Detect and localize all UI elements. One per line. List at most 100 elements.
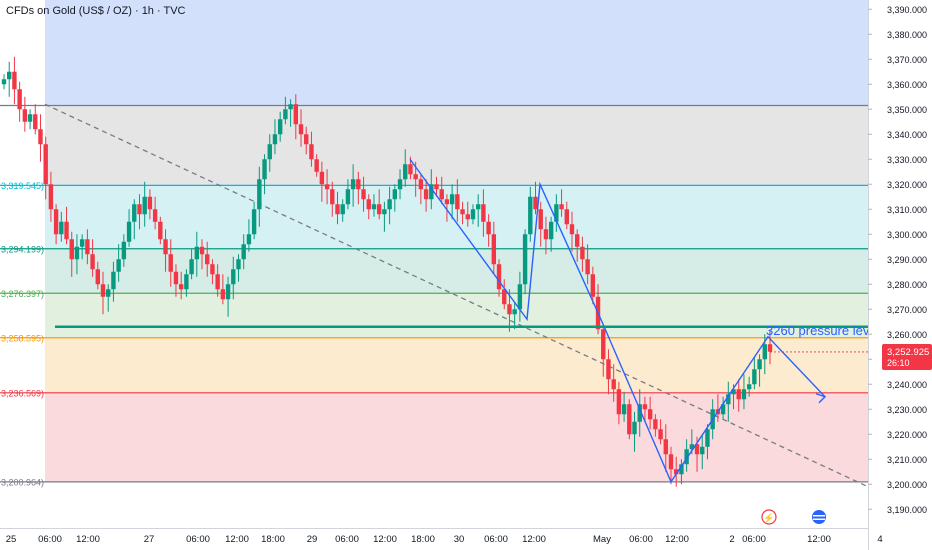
candle-body[interactable] bbox=[548, 221, 554, 240]
candle-body[interactable] bbox=[439, 189, 444, 200]
candle-body[interactable] bbox=[674, 469, 679, 475]
candle-body[interactable] bbox=[731, 389, 736, 395]
price-axis[interactable]: 3,390.000 3,380.000 3,370.000 3,360.000 3,35… bbox=[770, 0, 932, 550]
candle-body[interactable] bbox=[272, 134, 278, 145]
candle-body[interactable] bbox=[298, 124, 304, 135]
candle-body[interactable] bbox=[507, 304, 512, 315]
candle-body[interactable] bbox=[455, 194, 460, 210]
candle-body[interactable] bbox=[491, 234, 497, 265]
candle-body[interactable] bbox=[700, 446, 705, 455]
candle-body[interactable] bbox=[116, 259, 121, 272]
candle-body[interactable] bbox=[335, 204, 340, 215]
candle-body[interactable] bbox=[376, 204, 382, 215]
candle-body[interactable] bbox=[168, 254, 173, 272]
candle-body[interactable] bbox=[85, 239, 90, 255]
candle-body[interactable] bbox=[267, 144, 272, 160]
candle-body[interactable] bbox=[288, 104, 293, 110]
candle-body[interactable] bbox=[460, 209, 465, 215]
candle-body[interactable] bbox=[611, 379, 616, 390]
candle-body[interactable] bbox=[601, 329, 606, 360]
candle-body[interactable] bbox=[403, 164, 408, 180]
candle-body[interactable] bbox=[502, 289, 507, 305]
candle-body[interactable] bbox=[408, 164, 413, 175]
candle-body[interactable] bbox=[90, 254, 95, 270]
candle-body[interactable] bbox=[694, 444, 700, 455]
candle-body[interactable] bbox=[580, 246, 585, 260]
candle-body[interactable] bbox=[720, 404, 726, 415]
candle-body[interactable] bbox=[741, 389, 747, 400]
candle-body[interactable] bbox=[496, 264, 502, 290]
candle-body[interactable] bbox=[757, 359, 762, 370]
candle-body[interactable] bbox=[392, 189, 398, 200]
candle-body[interactable] bbox=[319, 171, 325, 185]
candle-body[interactable] bbox=[512, 309, 517, 315]
candle-body[interactable] bbox=[189, 259, 194, 275]
candle-body[interactable] bbox=[277, 119, 283, 135]
candle-body[interactable] bbox=[647, 409, 653, 420]
candle-body[interactable] bbox=[106, 289, 111, 297]
candle-body[interactable] bbox=[382, 209, 387, 215]
candle-body[interactable] bbox=[126, 221, 132, 242]
candle-body[interactable] bbox=[194, 246, 200, 260]
candle-body[interactable] bbox=[231, 269, 236, 285]
candle-body[interactable] bbox=[538, 209, 543, 230]
candle-body[interactable] bbox=[668, 454, 674, 470]
candle-body[interactable] bbox=[356, 179, 361, 190]
candle-body[interactable] bbox=[684, 449, 689, 465]
candle-body[interactable] bbox=[470, 209, 476, 220]
candle-body[interactable] bbox=[27, 114, 33, 122]
candle-body[interactable] bbox=[178, 284, 184, 290]
candle-body[interactable] bbox=[444, 199, 450, 205]
candle-body[interactable] bbox=[257, 179, 262, 210]
candle-body[interactable] bbox=[137, 204, 142, 215]
candle-body[interactable] bbox=[762, 344, 767, 360]
candle-body[interactable] bbox=[434, 184, 439, 190]
candle-body[interactable] bbox=[163, 239, 168, 255]
candle-body[interactable] bbox=[293, 104, 299, 125]
candle-body[interactable] bbox=[679, 464, 684, 475]
candle-body[interactable] bbox=[752, 369, 757, 385]
candle-body[interactable] bbox=[522, 234, 528, 285]
candle-body[interactable] bbox=[340, 204, 345, 215]
candle-body[interactable] bbox=[215, 274, 220, 290]
candle-body[interactable] bbox=[59, 221, 64, 235]
candle-body[interactable] bbox=[481, 204, 486, 222]
candle-body[interactable] bbox=[767, 344, 773, 352]
candle-body[interactable] bbox=[69, 239, 74, 260]
earnings-event-icon[interactable] bbox=[761, 509, 777, 525]
candle-body[interactable] bbox=[173, 271, 179, 285]
candle-body[interactable] bbox=[330, 189, 335, 205]
candle-body[interactable] bbox=[569, 224, 575, 235]
candle-body[interactable] bbox=[1, 79, 7, 85]
candle-body[interactable] bbox=[74, 246, 80, 260]
candle-body[interactable] bbox=[663, 439, 668, 455]
candle-body[interactable] bbox=[324, 184, 330, 190]
candle-body[interactable] bbox=[152, 209, 158, 222]
candle-body[interactable] bbox=[17, 89, 22, 110]
candle-body[interactable] bbox=[627, 404, 632, 435]
candle-body[interactable] bbox=[95, 269, 100, 285]
candle-body[interactable] bbox=[53, 209, 59, 235]
candle-body[interactable] bbox=[64, 221, 69, 240]
candle-body[interactable] bbox=[251, 209, 257, 235]
candle-body[interactable] bbox=[746, 384, 752, 390]
candle-body[interactable] bbox=[465, 214, 470, 220]
candle-body[interactable] bbox=[606, 359, 611, 380]
candle-body[interactable] bbox=[205, 254, 210, 265]
candle-body[interactable] bbox=[564, 209, 569, 225]
candle-body[interactable] bbox=[79, 239, 85, 247]
candle-body[interactable] bbox=[632, 421, 637, 435]
candle-body[interactable] bbox=[350, 179, 356, 190]
candle-body[interactable] bbox=[283, 109, 288, 120]
candle-body[interactable] bbox=[262, 159, 267, 180]
candle-body[interactable] bbox=[486, 221, 491, 235]
candle-body[interactable] bbox=[22, 109, 28, 122]
candle-body[interactable] bbox=[449, 194, 455, 205]
candle-body[interactable] bbox=[361, 189, 366, 200]
candle-body[interactable] bbox=[142, 196, 147, 215]
candle-body[interactable] bbox=[387, 199, 392, 210]
candle-body[interactable] bbox=[304, 134, 309, 145]
candle-body[interactable] bbox=[397, 179, 403, 190]
candle-body[interactable] bbox=[7, 71, 12, 80]
